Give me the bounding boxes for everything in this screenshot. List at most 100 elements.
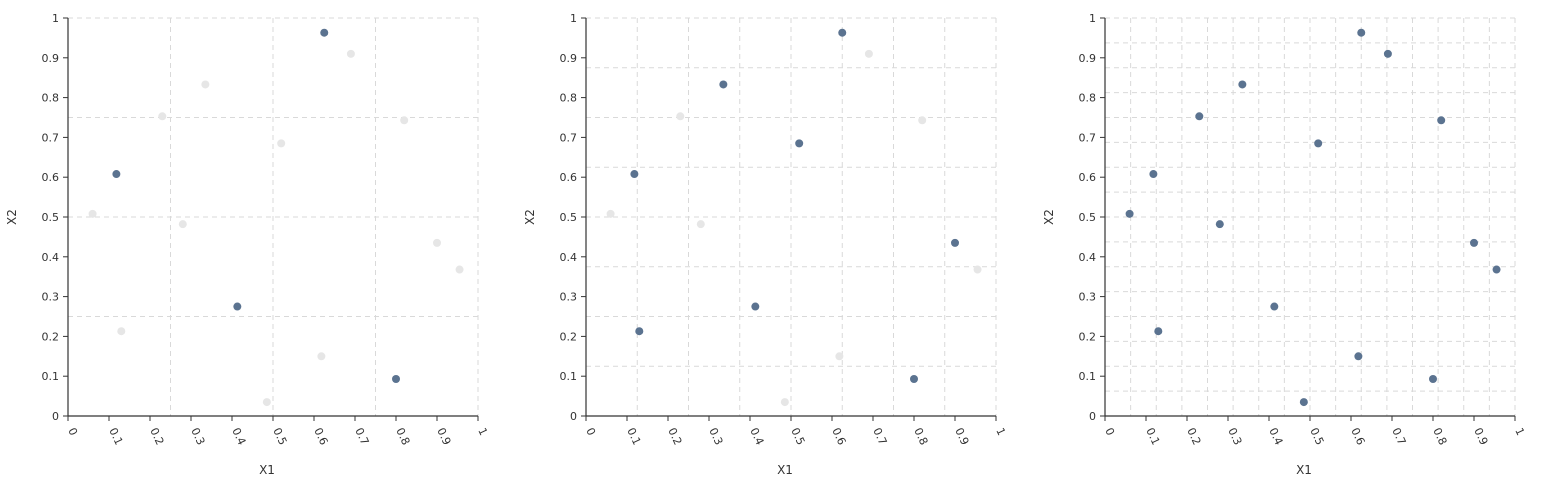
y-tick-label: 0.9 bbox=[1079, 52, 1097, 65]
x-axis-title: X1 bbox=[259, 463, 275, 477]
x-tick-label: 0 bbox=[65, 426, 80, 438]
data-point-highlighted bbox=[1357, 28, 1366, 37]
data-point-highlighted bbox=[719, 80, 728, 89]
x-tick-label: 0.7 bbox=[1389, 426, 1408, 447]
x-tick-label: 0.6 bbox=[1348, 426, 1367, 447]
x-tick-label: 0.9 bbox=[434, 426, 453, 447]
x-tick-label: 0.4 bbox=[1266, 426, 1285, 447]
scatter-panel-3: 0 0.1 0.2 0.3 0.4 0.5 0.6 0.7 0.8 0.9 1 0 0.1 0.2 0.3 0… bbox=[1042, 12, 1527, 477]
y-tick-label: 0 bbox=[570, 410, 577, 423]
data-point-highlighted bbox=[1314, 139, 1323, 148]
data-point-faded bbox=[973, 265, 982, 274]
data-point-faded bbox=[277, 139, 286, 148]
data-point-highlighted bbox=[635, 327, 644, 336]
data-point-faded bbox=[346, 49, 355, 58]
data-point-highlighted bbox=[1470, 238, 1478, 247]
data-point-faded bbox=[178, 220, 187, 229]
y-tick-label: 0.2 bbox=[560, 330, 578, 343]
x-tick-label: 0 bbox=[1102, 426, 1117, 438]
y-tick-label: 0.9 bbox=[560, 52, 578, 65]
data-point-highlighted bbox=[910, 374, 918, 383]
x-tick-label: 0.7 bbox=[352, 426, 371, 447]
x-axis-title: X1 bbox=[1296, 463, 1312, 477]
x-tick-label: 0.5 bbox=[1307, 426, 1326, 447]
x-tick-label: 0.2 bbox=[1184, 426, 1203, 447]
data-point-highlighted bbox=[795, 139, 804, 148]
data-point-faded bbox=[88, 209, 97, 218]
y-tick-label: 1 bbox=[52, 12, 59, 25]
data-point-faded bbox=[400, 116, 409, 125]
y-tick-label: 0.7 bbox=[560, 131, 578, 144]
y-tick-label: 0.9 bbox=[42, 52, 60, 65]
y-tick-label: 0.2 bbox=[42, 330, 60, 343]
x-tick-label: 0.5 bbox=[270, 426, 289, 447]
data-point-highlighted bbox=[630, 170, 639, 179]
y-tick-label: 0.4 bbox=[560, 251, 578, 264]
x-tick-label: 1 bbox=[993, 426, 1008, 438]
x-tick-label: 1 bbox=[475, 426, 490, 438]
y-axis-title: X2 bbox=[523, 209, 537, 225]
data-point-faded bbox=[262, 398, 271, 407]
data-point-highlighted bbox=[1238, 80, 1247, 89]
y-tick-label: 1 bbox=[1089, 12, 1096, 25]
data-point-highlighted bbox=[838, 28, 847, 37]
y-tick-label: 0 bbox=[52, 410, 59, 423]
data-point-faded bbox=[158, 112, 167, 121]
y-tick-label: 0.5 bbox=[560, 211, 578, 224]
scatter-panel-1: 0 0.1 0.2 0.3 0.4 0.5 0.6 0.7 0.8 0.9 1 0 0.1 0.2 0.3 0… bbox=[5, 12, 490, 477]
y-tick-label: 0.1 bbox=[42, 370, 60, 383]
x-tick-label: 0.2 bbox=[665, 426, 684, 447]
data-point-highlighted bbox=[1154, 327, 1163, 336]
x-tick-label: 0.4 bbox=[229, 426, 248, 447]
x-tick-label: 0.7 bbox=[870, 426, 889, 447]
x-tick-label: 0.9 bbox=[952, 426, 971, 447]
x-tick-label: 0.6 bbox=[829, 426, 848, 447]
data-point-highlighted bbox=[1270, 302, 1279, 311]
data-point-highlighted bbox=[1125, 209, 1134, 218]
y-tick-label: 0.1 bbox=[560, 370, 578, 383]
y-tick-label: 0.8 bbox=[1079, 92, 1097, 105]
y-tick-label: 0.8 bbox=[42, 92, 60, 105]
x-tick-label: 0 bbox=[583, 426, 598, 438]
y-tick-label: 0.2 bbox=[1079, 330, 1097, 343]
data-point-highlighted bbox=[1437, 116, 1446, 125]
x-tick-label: 0.8 bbox=[911, 426, 930, 447]
y-tick-label: 0.6 bbox=[42, 171, 60, 184]
y-tick-label: 0.1 bbox=[1079, 370, 1097, 383]
data-point-highlighted bbox=[233, 302, 242, 311]
data-point-faded bbox=[455, 265, 464, 274]
y-tick-label: 0.7 bbox=[1079, 131, 1097, 144]
x-tick-label: 0.2 bbox=[147, 426, 166, 447]
y-tick-label: 0.3 bbox=[1079, 291, 1097, 304]
data-point-highlighted bbox=[1195, 112, 1204, 121]
x-tick-label: 1 bbox=[1512, 426, 1527, 438]
x-tick-label: 0.9 bbox=[1471, 426, 1490, 447]
x-tick-label: 0.4 bbox=[747, 426, 766, 447]
data-point-highlighted bbox=[1149, 170, 1158, 179]
data-point-highlighted bbox=[392, 374, 400, 383]
y-tick-label: 0.3 bbox=[42, 291, 60, 304]
x-tick-label: 0.6 bbox=[311, 426, 330, 447]
x-tick-label: 0.8 bbox=[393, 426, 412, 447]
data-point-faded bbox=[780, 398, 789, 407]
y-tick-label: 0.6 bbox=[560, 171, 578, 184]
y-tick-label: 0.3 bbox=[560, 291, 578, 304]
y-tick-label: 1 bbox=[570, 12, 577, 25]
y-tick-label: 0.4 bbox=[42, 251, 60, 264]
data-point-faded bbox=[835, 352, 844, 361]
data-point-faded bbox=[117, 327, 126, 336]
x-tick-label: 0.8 bbox=[1430, 426, 1449, 447]
data-point-faded bbox=[317, 352, 326, 361]
data-point-faded bbox=[676, 112, 685, 121]
data-point-faded bbox=[696, 220, 705, 229]
x-tick-label: 0.3 bbox=[706, 426, 725, 447]
y-tick-label: 0.5 bbox=[42, 211, 60, 224]
data-point-highlighted bbox=[1492, 265, 1501, 274]
y-axis-title: X2 bbox=[5, 209, 19, 225]
x-tick-label: 0.1 bbox=[106, 426, 125, 447]
data-point-highlighted bbox=[1383, 49, 1392, 58]
x-tick-label: 0.3 bbox=[188, 426, 207, 447]
y-tick-label: 0.6 bbox=[1079, 171, 1097, 184]
